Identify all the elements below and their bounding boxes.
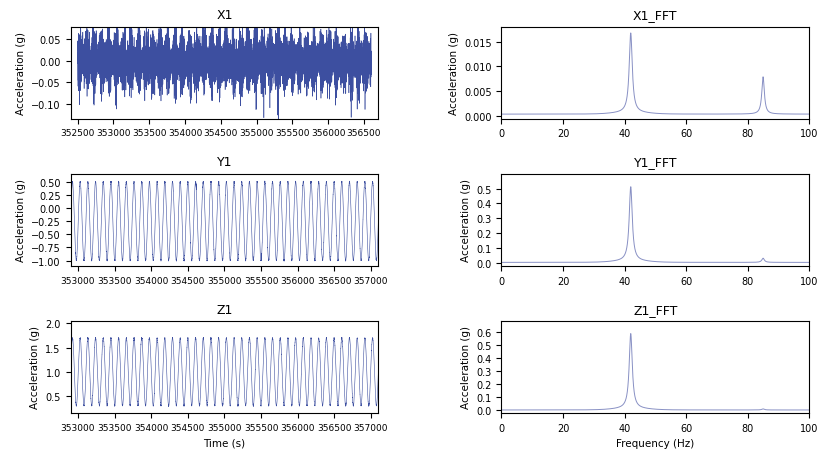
- Title: Z1: Z1: [217, 303, 232, 316]
- Title: X1_FFT: X1_FFT: [633, 9, 677, 22]
- Title: Z1_FFT: Z1_FFT: [633, 303, 677, 316]
- X-axis label: Time (s): Time (s): [203, 437, 246, 448]
- Y-axis label: Acceleration (g): Acceleration (g): [16, 179, 26, 262]
- Title: Y1_FFT: Y1_FFT: [633, 156, 677, 169]
- X-axis label: Frequency (Hz): Frequency (Hz): [616, 438, 695, 448]
- Y-axis label: Acceleration (g): Acceleration (g): [461, 179, 471, 262]
- Y-axis label: Acceleration (g): Acceleration (g): [448, 32, 458, 115]
- Y-axis label: Acceleration (g): Acceleration (g): [461, 326, 471, 409]
- Title: X1: X1: [216, 9, 232, 22]
- Title: Y1: Y1: [217, 156, 232, 169]
- Y-axis label: Acceleration (g): Acceleration (g): [16, 32, 26, 115]
- Y-axis label: Acceleration (g): Acceleration (g): [30, 326, 40, 409]
